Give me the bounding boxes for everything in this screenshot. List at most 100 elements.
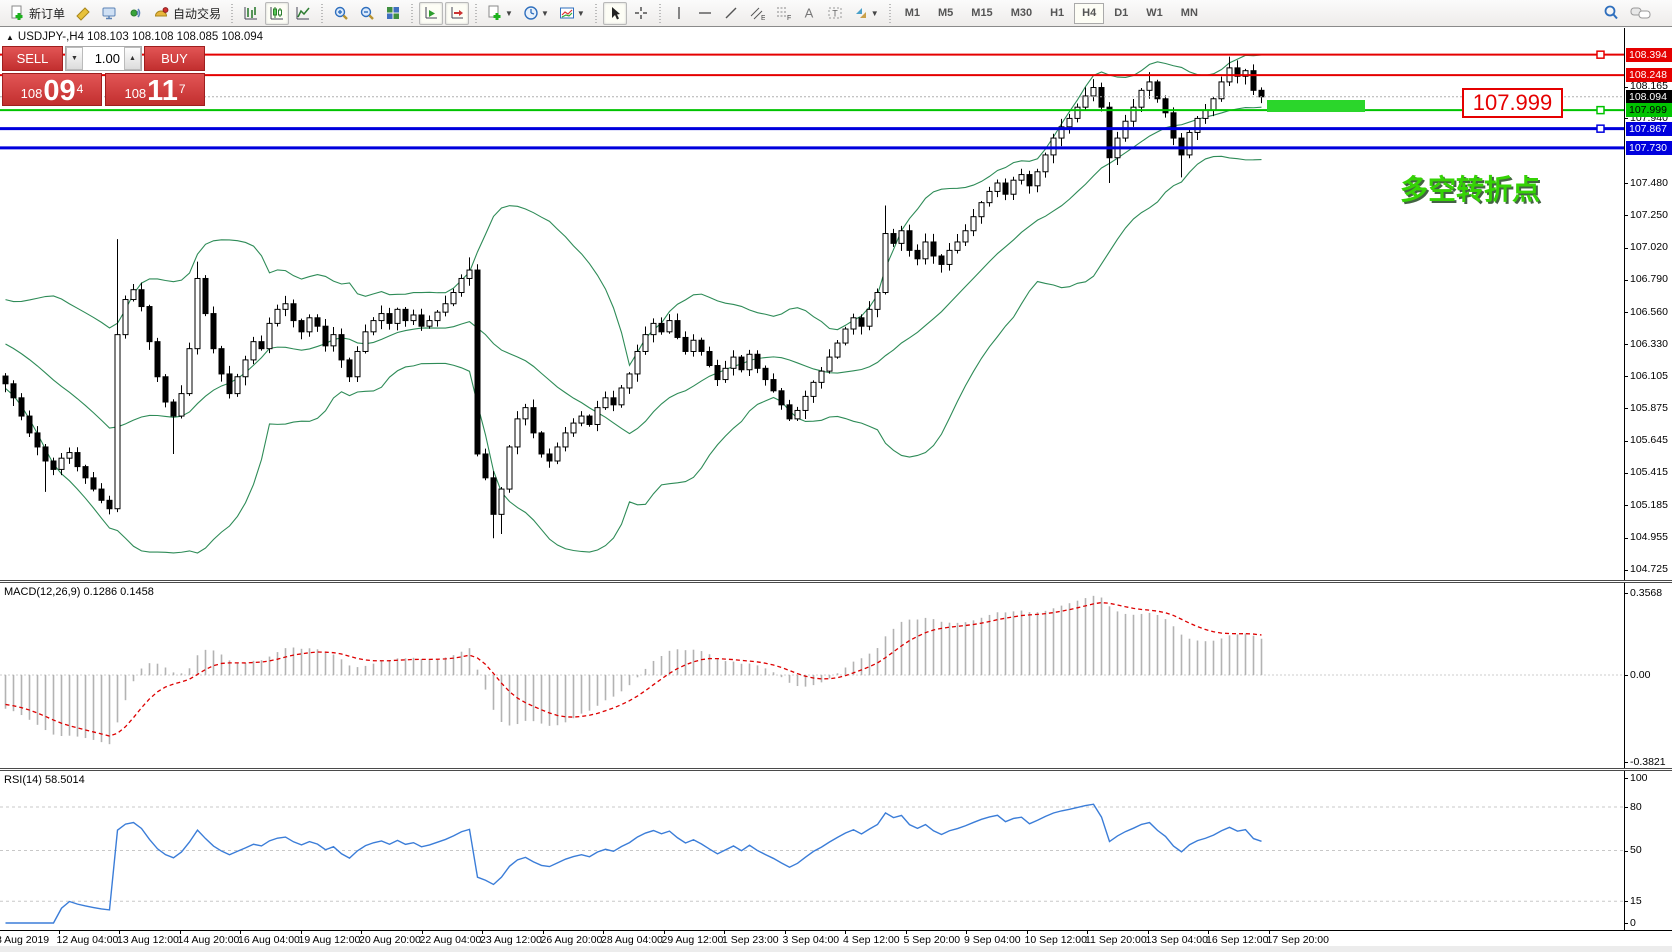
price-tick-mark	[1625, 344, 1628, 346]
toolbar-separator	[229, 2, 236, 24]
time-axis-label: 8 Aug 2019	[0, 934, 50, 946]
candlestick-chart-button[interactable]	[265, 1, 290, 25]
zoom-in-button[interactable]	[329, 2, 353, 25]
chevron-down-icon[interactable]: ▼	[870, 8, 879, 18]
price-tick-mark	[1625, 376, 1628, 378]
price-tick-label: 107.020	[1630, 241, 1668, 254]
tile-windows-button[interactable]	[381, 2, 405, 25]
time-tick-mark	[724, 931, 725, 934]
time-tick-mark	[905, 931, 907, 934]
cursor-button[interactable]	[602, 1, 627, 25]
price-tick-mark	[1625, 440, 1628, 442]
panel-divider[interactable]	[0, 580, 1672, 583]
time-tick-mark	[603, 931, 604, 934]
time-axis-label: 26 Aug 20:00	[540, 934, 603, 946]
timeframe-button-H1[interactable]: H1	[1050, 7, 1065, 19]
volume-up-button[interactable]: ▲	[124, 47, 141, 70]
main-chart-panel[interactable]: ▲ USDJPY-,H4 108.103 108.108 108.085 108.…	[0, 28, 1624, 580]
templates-button[interactable]: ▼	[555, 2, 589, 25]
cursor-icon	[611, 7, 620, 20]
time-tick-mark	[966, 931, 967, 934]
price-tick-mark	[1625, 118, 1628, 120]
price-tick-label: 104.725	[1630, 563, 1668, 576]
autotrading-button[interactable]: 自动交易	[149, 2, 225, 25]
buy-price-big: 11	[147, 75, 178, 107]
rsi-tick-mark	[1625, 923, 1628, 924]
trendline-button[interactable]	[719, 2, 743, 25]
time-axis-label: 29 Aug 12:00	[661, 934, 724, 946]
time-axis-label: 11 Sep 20:00	[1085, 934, 1147, 946]
sell-price-box[interactable]: 108 09 4	[2, 73, 102, 106]
timeframe-button-M15[interactable]: M15	[971, 7, 993, 19]
price-tick-mark	[1625, 86, 1628, 88]
price-tick-label: 107.250	[1630, 208, 1668, 221]
auto-scroll-icon	[425, 7, 438, 19]
time-tick-mark	[1208, 931, 1209, 934]
collapse-arrow-icon[interactable]: ▲	[6, 33, 14, 42]
chevron-down-icon[interactable]: ▼	[540, 8, 549, 18]
line-chart-button[interactable]	[291, 2, 315, 25]
macd-scale-label: 0.00	[1630, 668, 1651, 681]
timeframe-button-M5[interactable]: M5	[938, 7, 954, 19]
template-icon	[559, 7, 574, 19]
timeframe-button-MN[interactable]: MN	[1180, 7, 1198, 19]
time-tick-mark	[58, 931, 60, 934]
time-axis-label: 20 Aug 20:00	[359, 934, 421, 946]
timeframe-button-M30[interactable]: M30	[1010, 7, 1033, 19]
timeframe-button-W1[interactable]: W1	[1146, 7, 1163, 19]
new-order-button[interactable]: 新订单	[5, 2, 69, 25]
chevron-down-icon[interactable]: ▼	[576, 8, 585, 18]
zoom-out-button[interactable]	[355, 2, 379, 25]
chart-shift-button[interactable]	[445, 1, 470, 25]
signals-button[interactable]	[123, 2, 147, 25]
timeframe-button-M1[interactable]: M1	[904, 7, 920, 19]
arrows-button[interactable]: ▼	[849, 2, 883, 25]
sell-price-sup: 4	[76, 82, 84, 96]
turning-point-annotation[interactable]: 多空转折点	[1400, 174, 1541, 205]
trendline-icon	[725, 7, 737, 19]
buy-button[interactable]: BUY	[144, 46, 205, 71]
rsi-panel[interactable]: RSI(14) 58.5014	[0, 771, 1624, 930]
search-button[interactable]	[1598, 2, 1624, 25]
timeframe-button-D1[interactable]: D1	[1114, 7, 1129, 19]
metaeditor-button[interactable]	[97, 2, 121, 25]
periods-button[interactable]: ▼	[519, 2, 553, 25]
horizontal-line-button[interactable]	[693, 2, 717, 25]
time-axis[interactable]: 8 Aug 2019 12 Aug 04:00 13 Aug 12:00 14 Aug…	[0, 930, 1672, 946]
crosshair-button[interactable]	[629, 2, 653, 25]
price-tick-mark	[1625, 472, 1628, 474]
new-indicator-button[interactable]: ▼	[483, 2, 517, 25]
text-label-button[interactable]: T	[823, 2, 847, 25]
price-tick-label: 105.875	[1630, 401, 1668, 414]
time-tick-mark	[119, 931, 120, 934]
vertical-line-button[interactable]	[667, 2, 691, 25]
text-button[interactable]: A	[797, 2, 821, 25]
buy-price-box[interactable]: 108 11 7	[105, 73, 205, 106]
market-watch-button[interactable]	[71, 2, 95, 25]
time-tick-mark	[361, 931, 362, 934]
toolbar-separator	[473, 2, 480, 24]
channel-button[interactable]: E	[745, 2, 769, 25]
macd-scale-label: 0.3568	[1630, 586, 1663, 599]
price-tick-label: 106.790	[1630, 273, 1668, 286]
price-callout-label[interactable]: 107.999	[1462, 88, 1563, 118]
chat-button[interactable]	[1626, 2, 1656, 25]
highlight-rectangle[interactable]	[1267, 100, 1365, 112]
rsi-label: RSI(14) 58.5014	[4, 774, 85, 786]
auto-scroll-button[interactable]	[419, 1, 444, 25]
bar-chart-button[interactable]	[239, 2, 263, 25]
price-axis[interactable]: 108.165 107.940 107.480 107.250 107.020 106.7…	[1624, 28, 1672, 930]
sell-button[interactable]: SELL	[2, 46, 63, 71]
time-axis-label: 13 Aug 12:00	[117, 934, 179, 946]
volume-down-button[interactable]: ▼	[66, 47, 83, 70]
time-tick-mark	[663, 931, 665, 934]
rsi-tick-mark	[1625, 850, 1628, 852]
chevron-down-icon[interactable]: ▼	[505, 8, 513, 18]
fibonacci-button[interactable]: F	[771, 2, 795, 25]
panel-divider[interactable]	[0, 768, 1672, 771]
tile-windows-icon	[387, 7, 400, 19]
volume-input[interactable]	[83, 47, 124, 70]
macd-panel[interactable]: MACD(12,26,9) 0.1286 0.1458	[0, 583, 1624, 768]
timeframe-button-H4[interactable]: H4	[1074, 2, 1105, 24]
